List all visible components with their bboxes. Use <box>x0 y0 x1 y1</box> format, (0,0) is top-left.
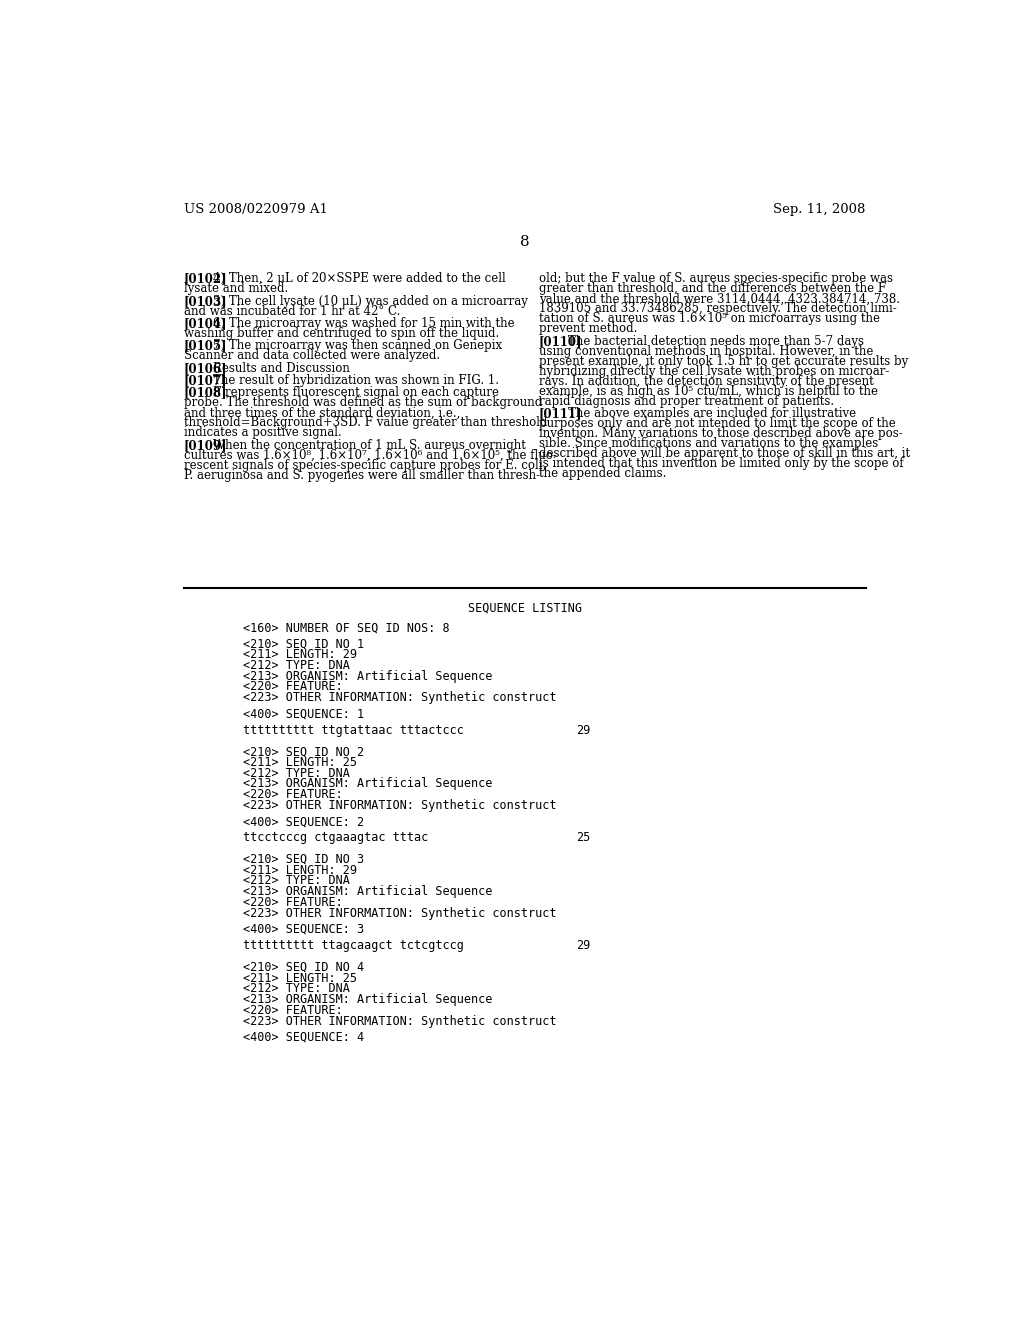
Text: tation of S. aureus was 1.6×10⁵ on microarrays using the: tation of S. aureus was 1.6×10⁵ on micro… <box>539 313 880 326</box>
Text: 25: 25 <box>575 832 590 845</box>
Text: <223> OTHER INFORMATION: Synthetic construct: <223> OTHER INFORMATION: Synthetic const… <box>243 907 556 920</box>
Text: When the concentration of 1 mL S. aureus overnight: When the concentration of 1 mL S. aureus… <box>213 438 526 451</box>
Text: [0104]: [0104] <box>183 317 227 330</box>
Text: Results and Discussion: Results and Discussion <box>213 362 350 375</box>
Text: the appended claims.: the appended claims. <box>539 467 667 480</box>
Text: SEQUENCE LISTING: SEQUENCE LISTING <box>468 602 582 615</box>
Text: 29: 29 <box>575 723 590 737</box>
Text: The result of hybridization was shown in FIG. 1.: The result of hybridization was shown in… <box>213 374 500 387</box>
Text: [0102]: [0102] <box>183 272 227 285</box>
Text: and three times of the standard deviation, i.e.,: and three times of the standard deviatio… <box>183 407 460 420</box>
Text: <220> FEATURE:: <220> FEATURE: <box>243 788 342 801</box>
Text: <400> SEQUENCE: 4: <400> SEQUENCE: 4 <box>243 1031 364 1044</box>
Text: The bacterial detection needs more than 5-7 days: The bacterial detection needs more than … <box>568 335 864 347</box>
Text: [0105]: [0105] <box>183 339 227 352</box>
Text: <211> LENGTH: 25: <211> LENGTH: 25 <box>243 756 356 770</box>
Text: [0108]: [0108] <box>183 387 227 400</box>
Text: probe. The threshold was defined as the sum of background: probe. The threshold was defined as the … <box>183 396 542 409</box>
Text: <212> TYPE: DNA: <212> TYPE: DNA <box>243 875 349 887</box>
Text: <213> ORGANISM: Artificial Sequence: <213> ORGANISM: Artificial Sequence <box>243 777 493 791</box>
Text: and was incubated for 1 hr at 42° C.: and was incubated for 1 hr at 42° C. <box>183 305 400 318</box>
Text: described above will be apparent to those of skill in this art, it: described above will be apparent to thos… <box>539 447 910 461</box>
Text: <220> FEATURE:: <220> FEATURE: <box>243 896 342 909</box>
Text: cultures was 1.6×10⁸, 1.6×10⁷, 1.6×10⁶ and 1.6×10⁵, the fluo-: cultures was 1.6×10⁸, 1.6×10⁷, 1.6×10⁶ a… <box>183 449 557 462</box>
Text: old; but the F value of S. aureus species-specific probe was: old; but the F value of S. aureus specie… <box>539 272 893 285</box>
Text: rescent signals of species-specific capture probes for E. coli,: rescent signals of species-specific capt… <box>183 459 546 471</box>
Text: <211> LENGTH: 29: <211> LENGTH: 29 <box>243 863 356 876</box>
Text: indicates a positive signal.: indicates a positive signal. <box>183 426 342 440</box>
Text: greater than threshold, and the differences between the F: greater than threshold, and the differen… <box>539 282 886 296</box>
Text: <223> OTHER INFORMATION: Synthetic construct: <223> OTHER INFORMATION: Synthetic const… <box>243 799 556 812</box>
Text: lysate and mixed.: lysate and mixed. <box>183 282 288 296</box>
Text: <220> FEATURE:: <220> FEATURE: <box>243 681 342 693</box>
Text: [0109]: [0109] <box>183 438 227 451</box>
Text: <210> SEQ ID NO 3: <210> SEQ ID NO 3 <box>243 853 364 866</box>
Text: <400> SEQUENCE: 3: <400> SEQUENCE: 3 <box>243 923 364 936</box>
Text: <220> FEATURE:: <220> FEATURE: <box>243 1003 342 1016</box>
Text: invention. Many variations to those described above are pos-: invention. Many variations to those desc… <box>539 428 902 440</box>
Text: ttcctcccg ctgaaagtac tttac: ttcctcccg ctgaaagtac tttac <box>243 832 428 845</box>
Text: <210> SEQ ID NO 4: <210> SEQ ID NO 4 <box>243 961 364 974</box>
Text: <212> TYPE: DNA: <212> TYPE: DNA <box>243 767 349 780</box>
Text: <223> OTHER INFORMATION: Synthetic construct: <223> OTHER INFORMATION: Synthetic const… <box>243 692 556 705</box>
Text: 5) The cell lysate (10 μL) was added on a microarray: 5) The cell lysate (10 μL) was added on … <box>213 294 528 308</box>
Text: Scanner and data collected were analyzed.: Scanner and data collected were analyzed… <box>183 350 440 363</box>
Text: rays. In addition, the detection sensitivity of the present: rays. In addition, the detection sensiti… <box>539 375 873 388</box>
Text: <213> ORGANISM: Artificial Sequence: <213> ORGANISM: Artificial Sequence <box>243 993 493 1006</box>
Text: tttttttttt ttgtattaac tttactccc: tttttttttt ttgtattaac tttactccc <box>243 723 464 737</box>
Text: <213> ORGANISM: Artificial Sequence: <213> ORGANISM: Artificial Sequence <box>243 669 493 682</box>
Text: example, is as high as 10⁵ cfu/mL, which is helpful to the: example, is as high as 10⁵ cfu/mL, which… <box>539 385 878 397</box>
Text: <160> NUMBER OF SEQ ID NOS: 8: <160> NUMBER OF SEQ ID NOS: 8 <box>243 622 450 634</box>
Text: [0107]: [0107] <box>183 374 227 387</box>
Text: The above examples are included for illustrative: The above examples are included for illu… <box>568 407 856 420</box>
Text: 29: 29 <box>575 940 590 952</box>
Text: value and the threshold were 3114.0444, 4323.384714, 738.: value and the threshold were 3114.0444, … <box>539 293 900 305</box>
Text: <211> LENGTH: 25: <211> LENGTH: 25 <box>243 972 356 985</box>
Text: 1839105 and 33.73486285, respectively. The detection limi-: 1839105 and 33.73486285, respectively. T… <box>539 302 896 315</box>
Text: [0110]: [0110] <box>539 335 583 347</box>
Text: <400> SEQUENCE: 2: <400> SEQUENCE: 2 <box>243 816 364 828</box>
Text: sible. Since modifications and variations to the examples: sible. Since modifications and variation… <box>539 437 878 450</box>
Text: is intended that this invention be limited only by the scope of: is intended that this invention be limit… <box>539 457 903 470</box>
Text: hybridizing directly the cell lysate with probes on microar-: hybridizing directly the cell lysate wit… <box>539 364 889 378</box>
Text: 7) The microarray was then scanned on Genepix: 7) The microarray was then scanned on Ge… <box>213 339 503 352</box>
Text: prevent method.: prevent method. <box>539 322 637 335</box>
Text: threshold=Background+3SD. F value greater than threshold: threshold=Background+3SD. F value greate… <box>183 416 547 429</box>
Text: [0111]: [0111] <box>539 407 583 420</box>
Text: 8: 8 <box>520 235 529 249</box>
Text: <210> SEQ ID NO 2: <210> SEQ ID NO 2 <box>243 744 364 758</box>
Text: P. aeruginosa and S. pyogenes were all smaller than thresh-: P. aeruginosa and S. pyogenes were all s… <box>183 469 540 482</box>
Text: <213> ORGANISM: Artificial Sequence: <213> ORGANISM: Artificial Sequence <box>243 886 493 899</box>
Text: rapid diagnosis and proper treatment of patients.: rapid diagnosis and proper treatment of … <box>539 395 834 408</box>
Text: <212> TYPE: DNA: <212> TYPE: DNA <box>243 659 349 672</box>
Text: purposes only and are not intended to limit the scope of the: purposes only and are not intended to li… <box>539 417 896 430</box>
Text: <210> SEQ ID NO 1: <210> SEQ ID NO 1 <box>243 638 364 651</box>
Text: [0103]: [0103] <box>183 294 227 308</box>
Text: <223> OTHER INFORMATION: Synthetic construct: <223> OTHER INFORMATION: Synthetic const… <box>243 1015 556 1028</box>
Text: using conventional methods in hospital. However, in the: using conventional methods in hospital. … <box>539 345 873 358</box>
Text: <211> LENGTH: 29: <211> LENGTH: 29 <box>243 648 356 661</box>
Text: US 2008/0220979 A1: US 2008/0220979 A1 <box>183 203 328 216</box>
Text: present example, it only took 1.5 hr to get accurate results by: present example, it only took 1.5 hr to … <box>539 355 908 368</box>
Text: tttttttttt ttagcaagct tctcgtccg: tttttttttt ttagcaagct tctcgtccg <box>243 940 464 952</box>
Text: Sep. 11, 2008: Sep. 11, 2008 <box>773 203 866 216</box>
Text: washing buffer and centrifuged to spin off the liquid.: washing buffer and centrifuged to spin o… <box>183 327 499 341</box>
Text: [0106]: [0106] <box>183 362 227 375</box>
Text: <400> SEQUENCE: 1: <400> SEQUENCE: 1 <box>243 708 364 721</box>
Text: F represents fluorescent signal on each capture: F represents fluorescent signal on each … <box>213 387 500 400</box>
Text: 4) Then, 2 μL of 20×SSPE were added to the cell: 4) Then, 2 μL of 20×SSPE were added to t… <box>213 272 506 285</box>
Text: 6) The microarray was washed for 15 min with the: 6) The microarray was washed for 15 min … <box>213 317 515 330</box>
Text: <212> TYPE: DNA: <212> TYPE: DNA <box>243 982 349 995</box>
